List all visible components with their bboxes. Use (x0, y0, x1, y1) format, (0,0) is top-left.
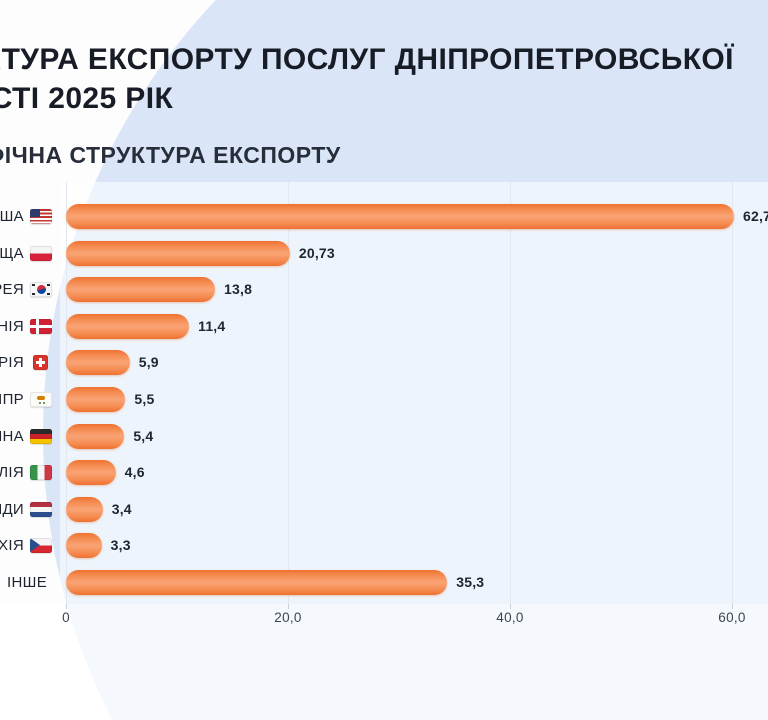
country-label: ШВЕЙЦАРІЯ (0, 354, 24, 371)
switzerland-flag-icon (33, 355, 48, 370)
value-label: 35,3 (456, 574, 485, 590)
country-label: США (0, 208, 24, 225)
country-label: ІНШЕ (7, 574, 47, 591)
value-label: 5,5 (134, 391, 155, 407)
bar (66, 314, 190, 339)
poland-flag-icon (30, 246, 52, 261)
czechia-flag-icon (30, 538, 52, 553)
axis-tick (732, 604, 733, 609)
country-label: ДАНІЯ (0, 318, 24, 335)
bar (66, 241, 290, 266)
value-label: 13,8 (224, 281, 253, 297)
country-label: НІДЕРЛАНДИ (0, 501, 24, 518)
country-label: ПОЛЬЩА (0, 245, 24, 262)
page-title-line-2: ОБЛАСТІ 2025 РІК (0, 82, 174, 115)
bar (66, 533, 102, 558)
bar (66, 460, 116, 485)
bar (66, 570, 448, 595)
page-title-line-1: СТРУКТУРА ЕКСПОРТУ ПОСЛУГ ДНІПРОПЕТРОВСЬ… (0, 43, 734, 76)
bar (66, 277, 215, 302)
axis-tick (66, 604, 67, 609)
x-axis-tick-label: 40,0 (496, 610, 524, 625)
value-label: 11,4 (198, 318, 226, 334)
bar (66, 350, 130, 375)
value-label: 5,9 (138, 354, 159, 370)
south-korea-flag-icon (30, 282, 52, 297)
value-label: 5,4 (133, 428, 154, 444)
denmark-flag-icon (30, 319, 52, 334)
country-label: НІМЕЧЧИНА (0, 428, 24, 445)
country-label: КІПР (0, 391, 24, 408)
page-title: СТРУКТУРА ЕКСПОРТУ ПОСЛУГ ДНІПРОПЕТРОВСЬ… (0, 40, 734, 118)
x-axis-tick-label: 60,0 (718, 610, 746, 625)
germany-flag-icon (30, 429, 52, 444)
gridline (732, 182, 733, 604)
axis-tick (288, 604, 289, 609)
value-label: 20,73 (298, 245, 335, 261)
united-states-flag-icon (30, 209, 52, 224)
gridline (288, 182, 289, 604)
netherlands-flag-icon (30, 502, 52, 517)
value-label: 3,3 (110, 537, 131, 553)
bar (66, 387, 126, 412)
gridline (510, 182, 511, 604)
country-label: ІТАЛІЯ (0, 464, 24, 481)
axis-tick (510, 604, 511, 609)
chart-subtitle: ГЕОГРАФІЧНА СТРУКТУРА ЕКСПОРТУ (0, 142, 341, 168)
italy-flag-icon (30, 465, 52, 480)
country-label: ЧЕХІЯ (0, 537, 24, 554)
bar (66, 204, 734, 229)
value-label: 62,7 (743, 208, 768, 224)
bottom-fade (0, 604, 768, 720)
cyprus-flag-icon (30, 392, 52, 407)
value-label: 4,6 (124, 464, 145, 480)
bar (66, 424, 125, 449)
x-axis-tick-label: 20,0 (274, 610, 302, 625)
x-axis-tick-label: 0 (62, 610, 70, 625)
bar (66, 497, 103, 522)
value-label: 3,4 (111, 501, 132, 517)
country-label: КОРЕЯ (0, 281, 24, 298)
